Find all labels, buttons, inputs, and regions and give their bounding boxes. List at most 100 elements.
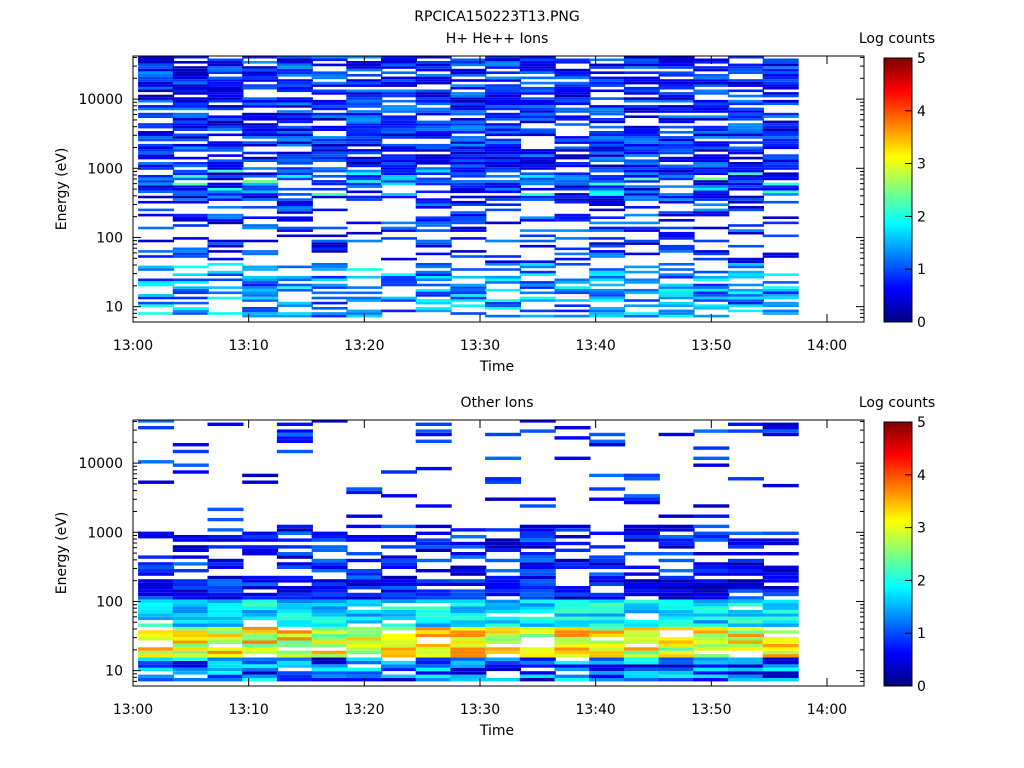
heatmap-cell bbox=[658, 99, 695, 103]
heatmap-cell bbox=[762, 141, 799, 144]
heatmap-cell bbox=[589, 558, 626, 563]
heatmap-cell bbox=[138, 250, 175, 253]
heatmap-cell bbox=[138, 149, 175, 152]
heatmap-cell bbox=[693, 195, 730, 199]
heatmap-cell bbox=[762, 120, 799, 124]
heatmap-cell bbox=[311, 56, 348, 59]
heatmap-cell bbox=[138, 426, 175, 430]
heatmap-cell bbox=[623, 164, 660, 168]
heatmap-cell bbox=[172, 535, 209, 539]
heatmap-cell bbox=[381, 609, 417, 614]
heatmap-cell bbox=[693, 180, 730, 183]
heatmap-cell bbox=[138, 555, 175, 559]
heatmap-cell bbox=[207, 219, 244, 222]
heatmap-cell bbox=[311, 538, 348, 542]
heatmap-cell bbox=[658, 58, 695, 62]
heatmap-cell bbox=[762, 99, 799, 103]
heatmap-cell bbox=[346, 268, 383, 271]
heatmap-cell bbox=[589, 175, 626, 178]
heatmap-cell bbox=[693, 286, 730, 289]
heatmap-cell bbox=[242, 667, 279, 672]
heatmap-cell bbox=[172, 273, 209, 276]
heatmap-cell bbox=[554, 565, 591, 569]
heatmap-cell bbox=[485, 278, 522, 282]
heatmap-cell bbox=[276, 265, 313, 269]
heatmap-cell bbox=[519, 177, 556, 181]
heatmap-cell bbox=[693, 535, 730, 539]
heatmap-cell bbox=[485, 198, 522, 201]
heatmap-cell bbox=[276, 156, 313, 160]
heatmap-cell bbox=[450, 674, 487, 678]
heatmap-cell bbox=[658, 623, 695, 627]
heatmap-cells bbox=[138, 56, 799, 318]
heatmap-cell bbox=[693, 664, 730, 668]
heatmap-cell bbox=[485, 548, 522, 552]
heatmap-cell bbox=[658, 678, 695, 682]
heatmap-cell bbox=[693, 74, 730, 77]
heatmap-cell bbox=[242, 288, 279, 292]
heatmap-cell bbox=[519, 133, 556, 137]
heatmap-cell bbox=[138, 99, 175, 103]
heatmap-cell bbox=[207, 613, 244, 617]
heatmap-cell bbox=[623, 278, 660, 282]
heatmap-cell bbox=[658, 143, 695, 147]
panel-title: H+ He++ Ions bbox=[446, 31, 549, 47]
heatmap-cell bbox=[207, 654, 244, 658]
heatmap-cell bbox=[658, 582, 695, 586]
heatmap-cell bbox=[207, 270, 244, 274]
heatmap-cell bbox=[207, 565, 244, 569]
heatmap-cell bbox=[450, 596, 487, 600]
heatmap-cell bbox=[138, 177, 175, 181]
heatmap-cell bbox=[311, 278, 348, 282]
heatmap-cell bbox=[519, 420, 556, 423]
heatmap-cell bbox=[242, 187, 279, 191]
heatmap-cell bbox=[485, 620, 522, 624]
heatmap-cell bbox=[311, 151, 348, 155]
heatmap-cell bbox=[415, 229, 452, 232]
heatmap-cell bbox=[450, 68, 487, 72]
heatmap-cell bbox=[346, 131, 383, 134]
heatmap-cell bbox=[172, 252, 209, 256]
heatmap-cell bbox=[485, 133, 522, 137]
heatmap-cell bbox=[762, 94, 799, 98]
heatmap-cell bbox=[693, 288, 730, 292]
heatmap-cell bbox=[415, 548, 452, 552]
heatmap-cell bbox=[415, 592, 452, 597]
heatmap-cell bbox=[623, 477, 660, 481]
heatmap-cell bbox=[728, 674, 764, 678]
heatmap-cell bbox=[623, 136, 660, 139]
heatmap-cell bbox=[554, 589, 591, 593]
x-tick-label: 13:50 bbox=[691, 338, 731, 354]
heatmap-cell bbox=[762, 296, 799, 300]
heatmap-cell bbox=[207, 535, 244, 539]
heatmap-cell bbox=[381, 221, 417, 225]
heatmap-cell bbox=[623, 99, 660, 103]
heatmap-cell bbox=[172, 247, 209, 251]
heatmap-cell bbox=[207, 162, 244, 165]
heatmap-cell bbox=[519, 151, 556, 155]
heatmap-cell bbox=[276, 579, 313, 583]
heatmap-cell bbox=[172, 169, 209, 173]
heatmap-cell bbox=[450, 211, 487, 214]
heatmap-cell bbox=[276, 616, 313, 621]
heatmap-cell bbox=[693, 149, 730, 152]
heatmap-cell bbox=[693, 589, 730, 593]
heatmap-cell bbox=[346, 558, 383, 563]
heatmap-cell bbox=[485, 633, 522, 638]
heatmap-cell bbox=[172, 671, 209, 675]
heatmap-cell bbox=[589, 606, 626, 610]
heatmap-cell bbox=[485, 558, 522, 563]
heatmap-cell bbox=[623, 56, 660, 59]
heatmap-cell bbox=[589, 633, 626, 638]
heatmap-cell bbox=[450, 296, 487, 300]
heatmap-cell bbox=[276, 555, 313, 559]
heatmap-cell bbox=[450, 569, 487, 573]
heatmap-cell bbox=[242, 180, 279, 183]
heatmap-cell bbox=[728, 667, 764, 672]
heatmap-cell bbox=[207, 79, 244, 82]
heatmap-cell bbox=[693, 504, 730, 508]
heatmap-cell bbox=[207, 640, 244, 644]
heatmap-cell bbox=[346, 221, 383, 225]
heatmap-cell bbox=[450, 58, 487, 62]
